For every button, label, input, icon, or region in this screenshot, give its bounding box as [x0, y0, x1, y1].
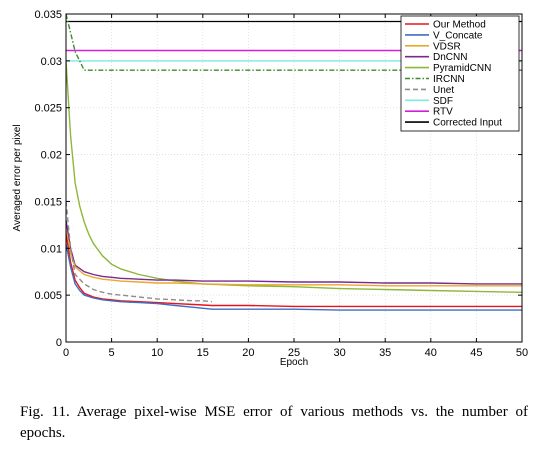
x-tick-label: 50	[516, 347, 528, 359]
x-tick-label: 0	[63, 347, 69, 359]
figure-caption: Fig. 11. Average pixel-wise MSE error of…	[20, 404, 528, 441]
series-line-our-method	[66, 234, 522, 308]
x-tick-label: 5	[109, 347, 115, 359]
series-line-dncnn	[66, 220, 522, 285]
series-line-pyramidcnn	[66, 60, 522, 293]
legend-label: SDF	[433, 96, 453, 107]
x-axis-title: Epoch	[280, 357, 308, 368]
legend-label: DnCNN	[433, 52, 467, 63]
x-tick-label: 20	[242, 347, 254, 359]
legend: Our MethodV_ConcateVDSRDnCNNPyramidCNNIR…	[400, 15, 520, 132]
legend-label: Unet	[433, 85, 454, 96]
y-tick-label: 0.015	[34, 196, 62, 208]
x-tick-label: 25	[288, 347, 300, 359]
x-tick-label: 40	[425, 347, 437, 359]
y-tick-label: 0	[56, 337, 62, 349]
y-tick-label: 0.02	[41, 150, 62, 162]
y-tick-label: 0.03	[41, 56, 62, 68]
x-tick-label: 45	[470, 347, 482, 359]
y-tick-label: 0.035	[34, 9, 62, 21]
series-line-vdsr	[66, 229, 522, 287]
legend-label: IRCNN	[433, 74, 465, 85]
x-tick-label: 30	[333, 347, 345, 359]
legend-label: Corrected Input	[433, 118, 502, 129]
x-tick-label: 35	[379, 347, 391, 359]
y-axis-title: Averaged error per pixel	[12, 124, 23, 231]
y-tick-label: 0.01	[41, 243, 62, 255]
legend-label: PyramidCNN	[433, 63, 491, 74]
legend-label: RTV	[433, 107, 453, 118]
legend-label: V_Concate	[433, 30, 483, 41]
series-line-v-concate	[66, 243, 522, 311]
legend-label: VDSR	[433, 41, 461, 52]
chart: 0 5 10 15 20 25 30 35 40 45 50 0 0.005 0.01 0.015 0.02 0…	[12, 9, 528, 368]
x-tick-label: 10	[151, 347, 163, 359]
legend-label: Our Method	[433, 20, 486, 31]
y-tick-label: 0.025	[34, 103, 62, 115]
x-tick-label: 15	[197, 347, 209, 359]
series-line-unet	[66, 201, 212, 303]
y-tick-label: 0.005	[34, 290, 62, 302]
ticks: 0 5 10 15 20 25 30 35 40 45 50 0 0.005 0.01 0.015 0.02 0…	[34, 9, 528, 359]
series-line-ircnn	[66, 14, 522, 71]
